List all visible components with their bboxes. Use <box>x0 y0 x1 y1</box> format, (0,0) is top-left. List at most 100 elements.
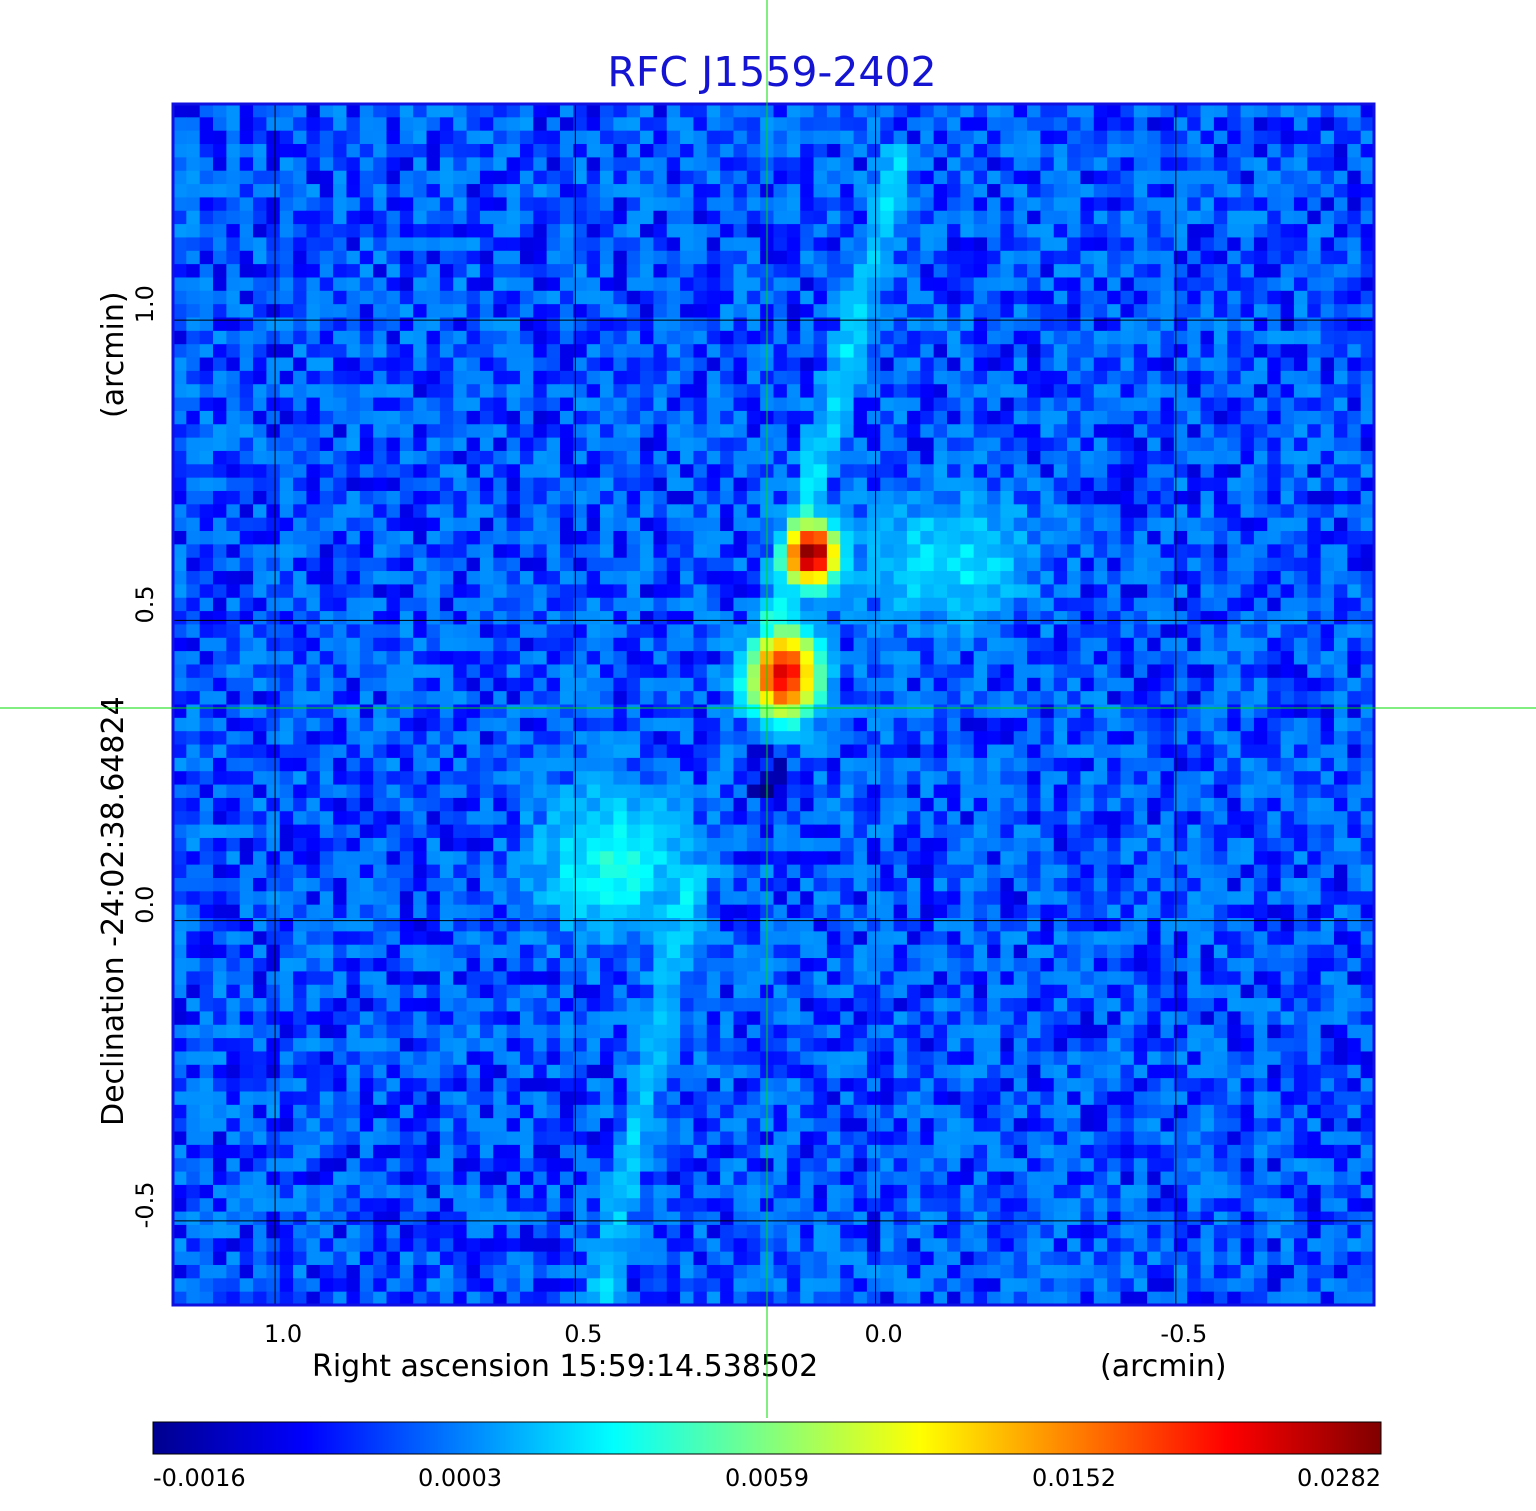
heatmap-cell <box>653 597 668 612</box>
heatmap-cell <box>733 437 748 452</box>
heatmap-cell <box>626 597 641 612</box>
heatmap-cell <box>600 797 614 812</box>
heatmap-cell <box>426 330 441 345</box>
heatmap-cell <box>453 571 468 585</box>
heatmap-cell <box>1187 597 1202 612</box>
heatmap-cell <box>346 357 361 372</box>
heatmap-cell <box>1080 277 1095 292</box>
heatmap-cell <box>693 264 708 279</box>
heatmap-cell <box>1067 624 1082 639</box>
heatmap-cell <box>960 544 975 559</box>
heatmap-cell <box>1253 557 1268 572</box>
heatmap-cell <box>1053 157 1068 172</box>
heatmap-cell <box>1253 637 1268 652</box>
heatmap-cell <box>466 637 481 652</box>
heatmap-cell <box>586 731 601 746</box>
heatmap-cell <box>813 517 828 532</box>
heatmap-cell <box>413 290 428 305</box>
heatmap-cell <box>653 477 668 492</box>
heatmap-cell <box>319 184 334 199</box>
heatmap-cell <box>1013 450 1028 465</box>
heatmap-cell <box>1360 357 1374 372</box>
heatmap-cell <box>226 784 241 799</box>
heatmap-cell <box>773 797 788 812</box>
heatmap-cell <box>466 531 481 545</box>
heatmap-cell <box>573 117 588 132</box>
heatmap-cell <box>573 330 588 345</box>
heatmap-cell <box>746 664 761 679</box>
heatmap-cell <box>199 784 214 799</box>
heatmap-cell <box>559 117 574 132</box>
heatmap-cell <box>546 104 561 118</box>
heatmap-cell <box>293 490 308 505</box>
heatmap-cell <box>506 184 521 199</box>
heatmap-cell <box>973 517 988 532</box>
heatmap-cell <box>1213 611 1228 626</box>
heatmap-cell <box>466 797 481 812</box>
heatmap-cell <box>1027 397 1041 412</box>
heatmap-cell <box>600 330 614 345</box>
heatmap-cell <box>960 704 975 719</box>
heatmap-cell <box>399 837 414 852</box>
heatmap-cell <box>546 184 561 199</box>
heatmap-cell <box>840 410 855 425</box>
heatmap-cell <box>1053 264 1068 279</box>
heatmap-cell <box>453 731 468 746</box>
heatmap-cell <box>987 504 1001 519</box>
heatmap-cell <box>479 477 494 492</box>
heatmap-cell <box>866 757 881 772</box>
heatmap-cell <box>1253 731 1268 746</box>
heatmap-cell <box>853 517 868 532</box>
heatmap-cell <box>239 357 254 372</box>
heatmap-cell <box>1160 290 1175 305</box>
heatmap-cell <box>1133 277 1148 292</box>
heatmap-cell <box>800 744 815 759</box>
heatmap-cell <box>1013 370 1028 385</box>
heatmap-cell <box>319 597 334 612</box>
heatmap-cell <box>186 584 201 599</box>
heatmap-cell <box>1133 330 1148 345</box>
heatmap-cell <box>1160 717 1175 732</box>
heatmap-cell <box>453 397 468 412</box>
heatmap-cell <box>773 531 788 545</box>
heatmap-cell <box>680 811 695 826</box>
heatmap-cell <box>813 464 828 479</box>
heatmap-cell <box>880 571 895 585</box>
heatmap-cell <box>866 357 881 372</box>
heatmap-cell <box>479 504 494 519</box>
heatmap-cell <box>733 224 748 239</box>
heatmap-cell <box>706 677 721 692</box>
heatmap-cell <box>693 197 708 212</box>
heatmap-cell <box>786 464 801 479</box>
heatmap-cell <box>933 691 948 706</box>
heatmap-cell <box>1013 597 1028 612</box>
heatmap-cell <box>493 544 508 559</box>
heatmap-cell <box>733 837 748 852</box>
heatmap-cell <box>946 290 961 305</box>
heatmap-cell <box>346 797 361 812</box>
heatmap-cell <box>613 210 628 225</box>
heatmap-cell <box>333 531 348 545</box>
heatmap-cell <box>733 651 748 666</box>
heatmap-cell <box>773 184 788 199</box>
heatmap-cell <box>399 464 414 479</box>
heatmap-cell <box>1200 117 1215 132</box>
heatmap-cell <box>733 304 748 319</box>
heatmap-cell <box>306 130 321 145</box>
heatmap-cell <box>519 197 534 212</box>
heatmap-cell <box>1147 624 1162 639</box>
heatmap-cell <box>1213 290 1228 305</box>
heatmap-cell <box>306 424 321 439</box>
heatmap-cell <box>1040 104 1055 118</box>
heatmap-cell <box>346 264 361 279</box>
heatmap-cell <box>1107 290 1122 305</box>
heatmap-cell <box>559 504 574 519</box>
heatmap-cell <box>1107 104 1122 118</box>
heatmap-cell <box>1267 744 1282 759</box>
heatmap-cell <box>600 571 614 585</box>
heatmap-cell <box>413 597 428 612</box>
heatmap-cell <box>586 157 601 172</box>
heatmap-cell <box>733 104 748 118</box>
heatmap-cell <box>479 544 494 559</box>
heatmap-cell <box>706 717 721 732</box>
